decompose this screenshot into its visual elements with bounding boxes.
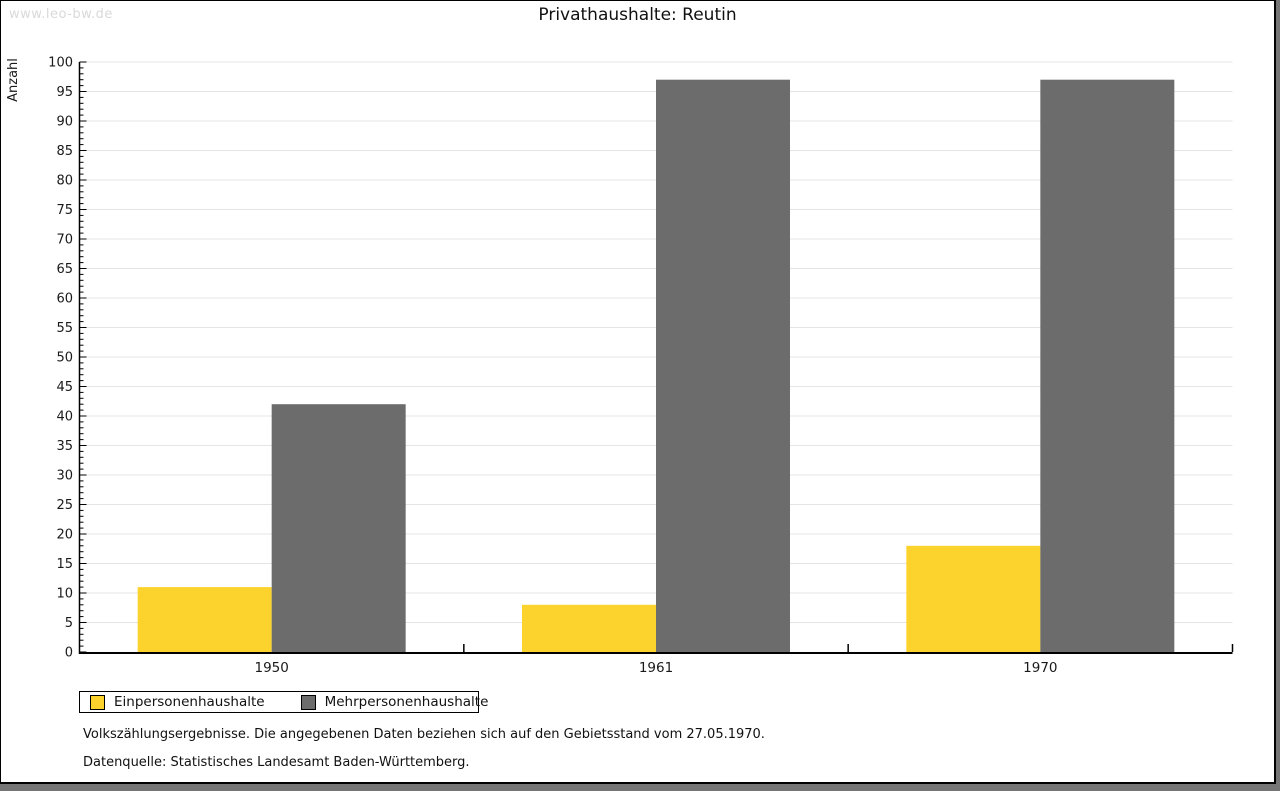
y-tick-label: 25 [56,498,73,513]
y-tick-label: 100 [48,56,73,71]
y-tick-label: 70 [56,233,73,248]
footnote-source-note: Volkszählungsergebnisse. Die angegebenen… [83,727,765,742]
bar-mehrpersonenhaushalte [271,404,406,652]
legend-item-einpersonenhaushalte: Einpersonenhaushalte [90,694,265,710]
bar-einpersonenhaushalte [906,545,1041,652]
legend-swatch-einpersonenhaushalte [90,694,105,710]
y-tick-label: 95 [56,85,73,100]
x-category-label: 1961 [639,660,673,676]
watermark: www.leo-bw.de [9,7,113,22]
bar-chart: 0 5 10 15 20 25 30 35 40 45 50 55 60 65 70 75 80 85 90 95 10… [6,56,1234,676]
y-tick-label: 0 [65,646,73,661]
y-tick-label: 40 [56,410,73,425]
x-category-label: 1950 [254,660,288,676]
y-axis-title: Anzahl [6,58,21,102]
y-tick-label: 45 [56,380,73,395]
legend-label: Einpersonenhaushalte [114,694,265,710]
y-tick-label: 65 [56,262,73,277]
y-tick-label: 35 [56,439,73,454]
legend: Einpersonenhaushalte Mehrpersonenhaushal… [79,691,488,713]
bar-einpersonenhaushalte [522,604,656,652]
x-category-label: 1970 [1023,660,1057,676]
legend-swatch-mehrpersonenhaushalte [300,694,316,710]
bar-mehrpersonenhaushalte [1040,79,1175,652]
y-tick-label: 90 [56,115,73,130]
y-tick-label: 20 [56,528,73,543]
y-tick-label: 85 [56,144,73,159]
y-tick-label: 30 [56,469,73,484]
y-tick-label: 10 [56,587,73,602]
y-tick-label: 60 [56,292,73,307]
bar-mehrpersonenhaushalte [656,79,790,652]
y-tick-label: 75 [56,203,73,218]
y-tick-label: 80 [56,174,73,189]
footnote-data-source: Datenquelle: Statistisches Landesamt Bad… [83,755,470,770]
footnotes: Volkszählungsergebnisse. Die angegebenen… [83,727,765,783]
legend-item-mehrpersonenhaushalte: Mehrpersonenhaushalte [300,694,489,710]
y-tick-label: 5 [65,616,73,631]
legend-label: Mehrpersonenhaushalte [324,694,489,710]
y-tick-label: 50 [56,351,73,366]
bar-einpersonenhaushalte [137,587,272,652]
y-tick-label: 55 [56,321,73,336]
y-tick-label: 15 [56,557,73,572]
chart-title: Privathaushalte: Reutin [538,5,737,25]
